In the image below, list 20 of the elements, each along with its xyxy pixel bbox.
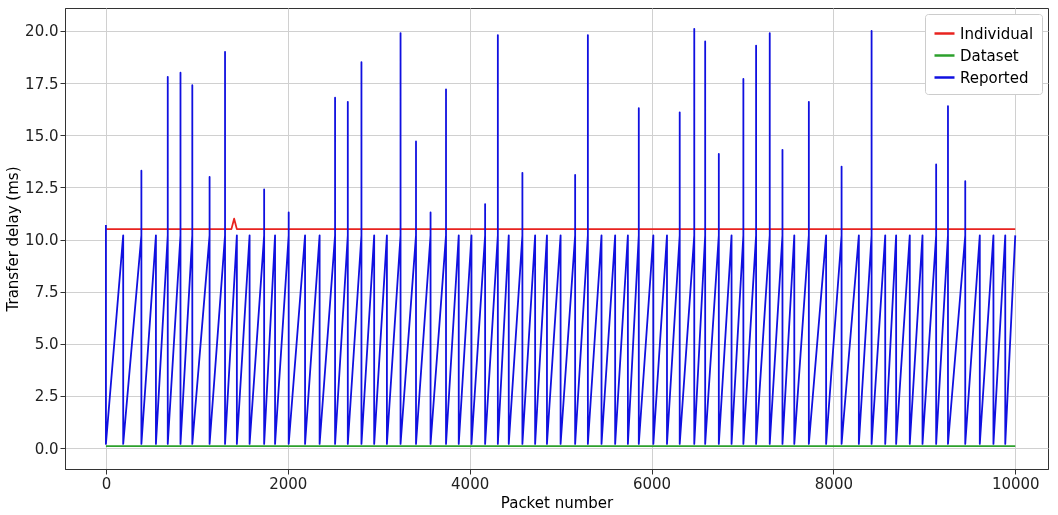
x-tick-label: 0: [101, 474, 112, 493]
x-tick-label: 6000: [632, 474, 672, 493]
x-tick-label: 4000: [451, 474, 490, 493]
y-axis-title: Transfer delay (ms): [4, 166, 23, 313]
x-tick-label: 10000: [991, 474, 1040, 493]
y-tick-label: 2.5: [34, 387, 59, 406]
legend-label: Reported: [960, 68, 1029, 87]
x-tick-label: 8000: [814, 474, 853, 493]
y-tick-label: 17.5: [25, 74, 59, 93]
legend-label: Individual: [960, 24, 1034, 43]
y-tick-label: 0.0: [34, 439, 59, 458]
y-tick-label: 15.0: [25, 126, 59, 145]
y-tick-label: 10.0: [25, 231, 59, 250]
y-tick-label: 7.5: [34, 283, 59, 302]
y-tick-label: 20.0: [25, 22, 59, 41]
x-axis-title: Packet number: [500, 493, 615, 512]
y-tick-label: 5.0: [34, 335, 59, 354]
y-tick-label: 12.5: [25, 178, 59, 197]
legend-label: Dataset: [960, 46, 1019, 65]
x-tick-label: 2000: [269, 474, 308, 493]
